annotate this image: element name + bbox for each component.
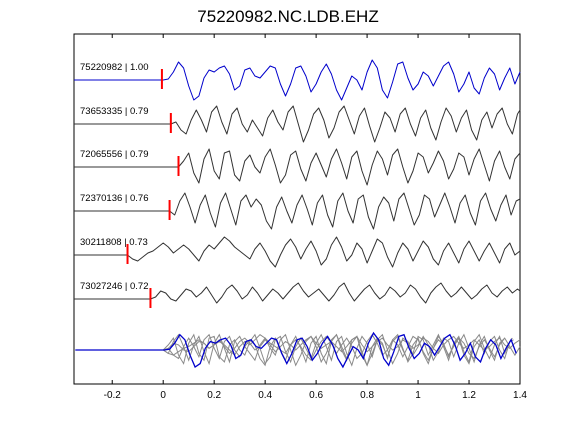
trace-label: 72065556 | 0.79 — [80, 149, 149, 160]
x-axis: -0.2 0 0.2 0.4 0.6 0.8 1 1.2 1.4 — [104, 34, 527, 401]
x-tick-label: 1 — [415, 390, 421, 401]
trace-label: 30211808 | 0.73 — [80, 237, 148, 248]
chart-title: 75220982.NC.LDB.EHZ — [197, 7, 378, 26]
trace-line — [74, 105, 521, 143]
trace-label: 72370136 | 0.76 — [80, 193, 149, 204]
trace-line — [74, 59, 521, 101]
trace-line — [74, 282, 521, 304]
trace-line — [74, 148, 521, 186]
trace-line — [74, 236, 521, 268]
overlay-stack — [75, 331, 521, 369]
x-tick-label: -0.2 — [104, 390, 122, 401]
plot-frame — [73, 33, 521, 385]
x-tick-label: 1.4 — [513, 390, 527, 401]
trace-label: 73653335 | 0.79 — [80, 106, 149, 117]
x-tick-label: 1.2 — [462, 390, 476, 401]
x-tick-label: 0.2 — [207, 390, 221, 401]
x-tick-label: 0.4 — [258, 390, 272, 401]
x-tick-label: 0.6 — [309, 390, 323, 401]
x-tick-label: 0 — [160, 390, 166, 401]
stack-reference-trace — [75, 331, 517, 369]
trace-group: 75220982 | 1.00 73653335 | 0.79 72065556 |… — [74, 59, 521, 308]
trace-label: 73027246 | 0.72 — [80, 281, 149, 292]
trace-label: 75220982 | 1.00 — [80, 62, 149, 73]
trace-line — [74, 192, 521, 230]
x-tick-label: 0.8 — [360, 390, 374, 401]
